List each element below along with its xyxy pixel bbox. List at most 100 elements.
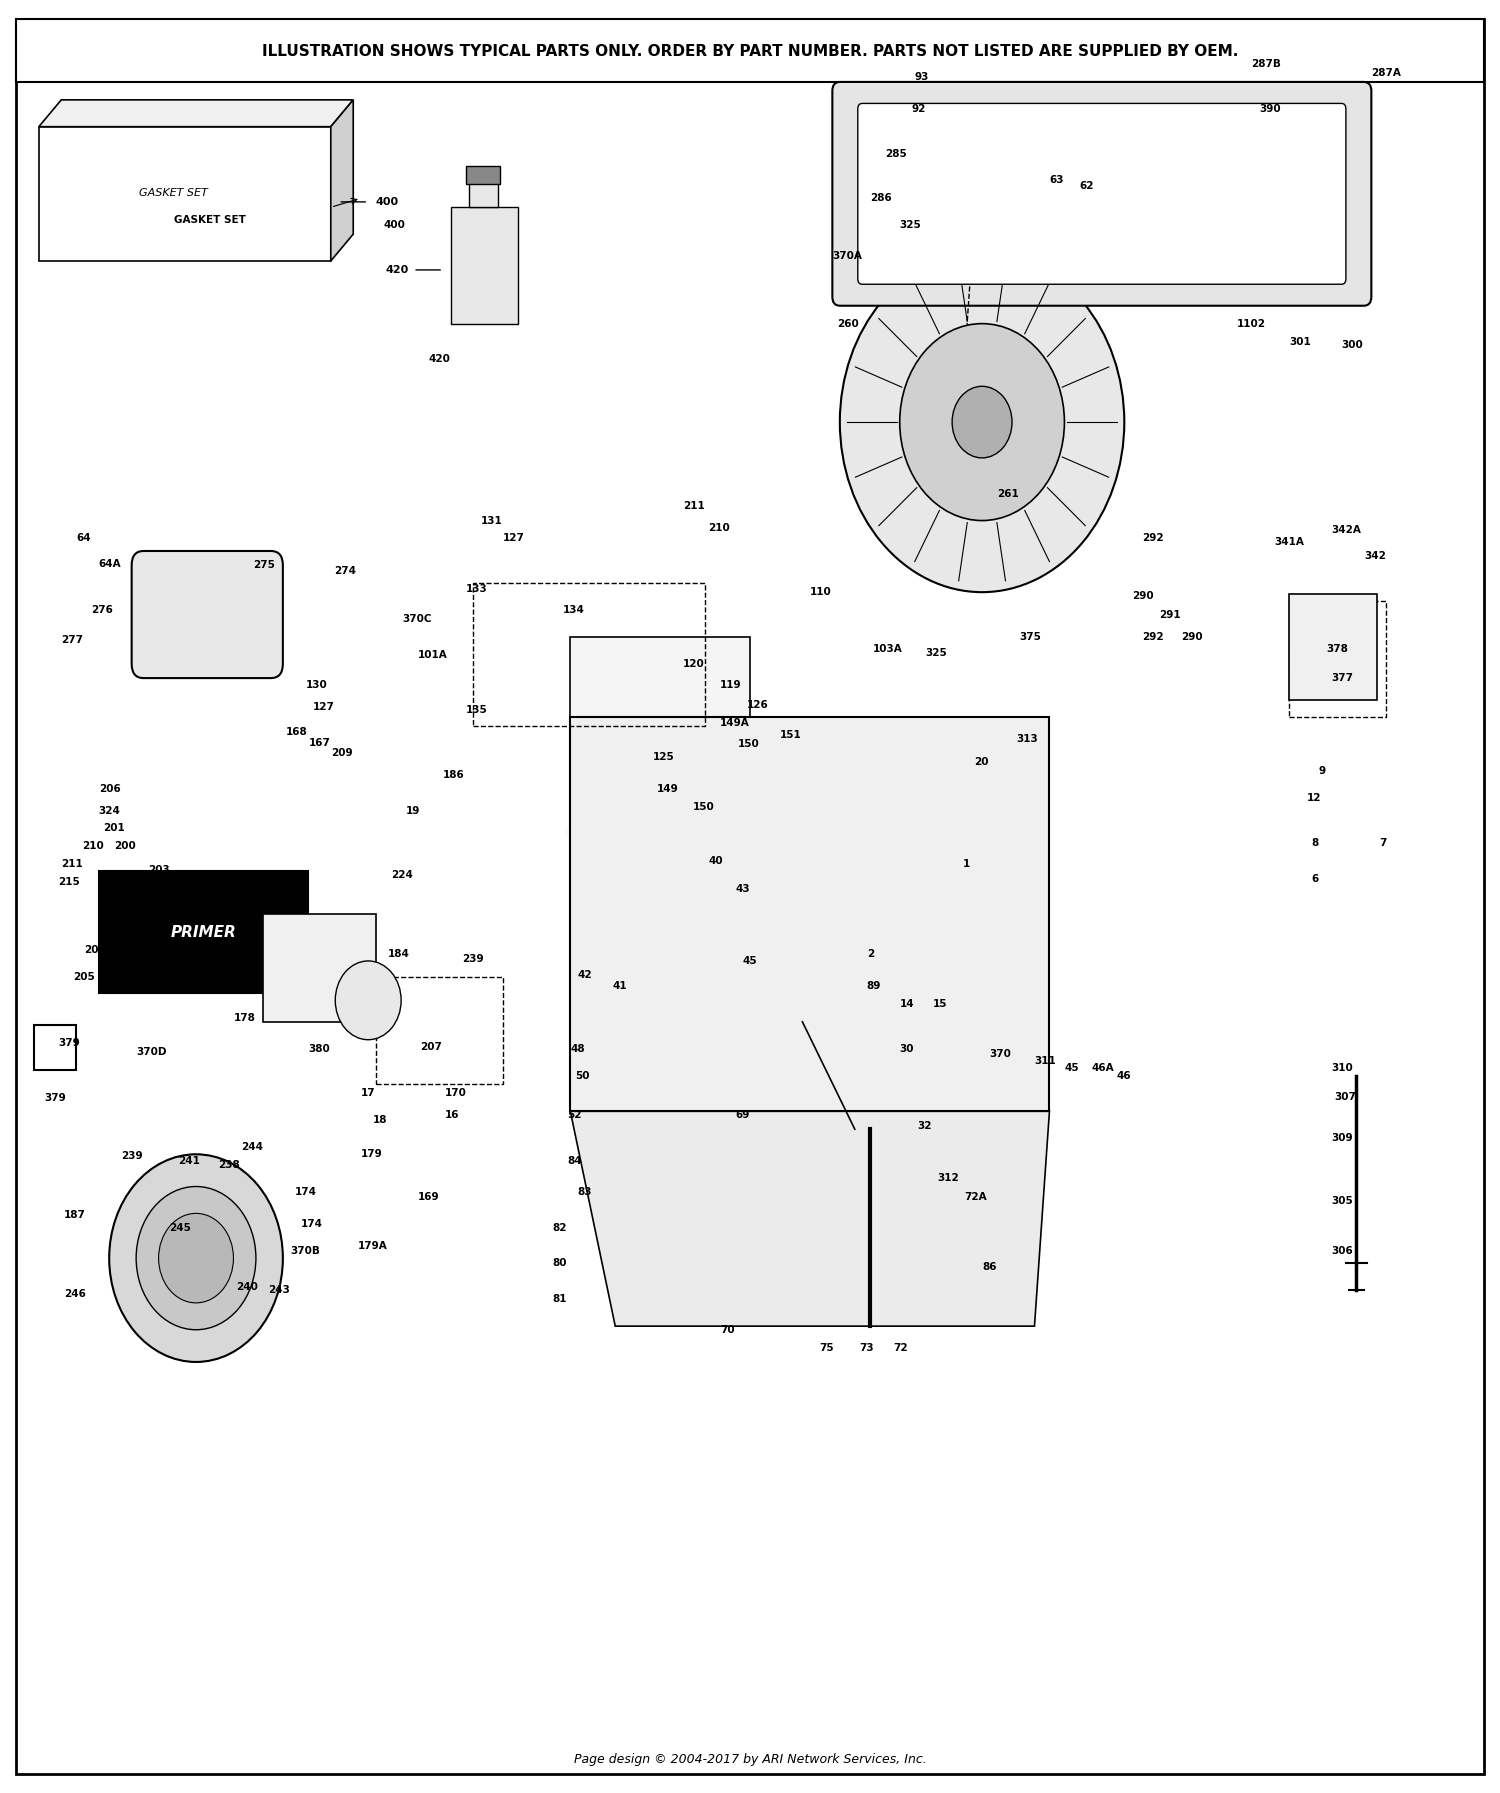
Text: 370A: 370A xyxy=(833,251,862,260)
Text: 206: 206 xyxy=(99,784,120,794)
Text: 14: 14 xyxy=(900,999,915,1009)
Text: 170: 170 xyxy=(444,1088,466,1099)
Text: 120: 120 xyxy=(682,658,705,669)
Text: 275: 275 xyxy=(254,559,274,570)
Text: Tecumseh
LAV50: Tecumseh LAV50 xyxy=(564,825,936,968)
Text: 9: 9 xyxy=(1318,766,1326,776)
Text: 290: 290 xyxy=(1180,631,1203,642)
Text: 202: 202 xyxy=(84,945,105,956)
Text: 292: 292 xyxy=(1143,631,1164,642)
Text: 400: 400 xyxy=(382,221,405,230)
Circle shape xyxy=(110,1155,284,1363)
Text: 378: 378 xyxy=(1326,644,1348,654)
Text: 17: 17 xyxy=(360,1088,375,1099)
Text: 127: 127 xyxy=(503,534,525,543)
Text: 325: 325 xyxy=(926,647,946,658)
FancyBboxPatch shape xyxy=(858,104,1346,285)
Circle shape xyxy=(136,1187,256,1330)
Text: 73: 73 xyxy=(859,1343,874,1352)
Text: 69: 69 xyxy=(735,1110,750,1121)
Text: PRIMER: PRIMER xyxy=(171,925,237,940)
Text: 285: 285 xyxy=(885,149,906,158)
Text: 6: 6 xyxy=(1311,873,1318,884)
Text: 101A: 101A xyxy=(417,649,447,660)
Text: 40: 40 xyxy=(708,855,723,866)
Text: 167: 167 xyxy=(309,737,330,748)
Text: 52: 52 xyxy=(567,1110,582,1121)
Text: ILLUSTRATION SHOWS TYPICAL PARTS ONLY. ORDER BY PART NUMBER. PARTS NOT LISTED AR: ILLUSTRATION SHOWS TYPICAL PARTS ONLY. O… xyxy=(262,45,1238,59)
Text: 209: 209 xyxy=(332,748,352,758)
Text: 178: 178 xyxy=(234,1013,255,1024)
Text: 179: 179 xyxy=(360,1149,382,1160)
Text: 380: 380 xyxy=(309,1044,330,1054)
Polygon shape xyxy=(39,100,352,127)
Text: 341A: 341A xyxy=(1274,538,1304,547)
Text: 125: 125 xyxy=(652,751,675,762)
Text: 379: 379 xyxy=(45,1094,66,1103)
Text: 201: 201 xyxy=(104,823,125,834)
Text: 342: 342 xyxy=(1364,552,1386,561)
Text: 70: 70 xyxy=(720,1325,735,1334)
Text: 205: 205 xyxy=(74,972,94,983)
Text: 291: 291 xyxy=(1158,610,1180,620)
Text: 92: 92 xyxy=(912,104,926,113)
Text: 110: 110 xyxy=(810,586,831,597)
Text: 277: 277 xyxy=(62,635,84,645)
Text: GASKET SET: GASKET SET xyxy=(140,188,208,197)
Text: 15: 15 xyxy=(933,999,946,1009)
Text: 370: 370 xyxy=(990,1049,1011,1060)
Text: 186: 186 xyxy=(442,769,465,780)
Text: 72: 72 xyxy=(894,1343,909,1352)
Text: 103A: 103A xyxy=(873,644,903,654)
Polygon shape xyxy=(570,717,1050,1112)
Text: 238: 238 xyxy=(219,1160,240,1171)
Text: 1: 1 xyxy=(963,859,970,870)
Text: 311: 311 xyxy=(1035,1056,1056,1067)
Text: 30: 30 xyxy=(900,1044,914,1054)
Text: 390: 390 xyxy=(1258,104,1281,113)
Text: 223: 223 xyxy=(129,927,150,938)
Text: 342A: 342A xyxy=(1330,525,1360,534)
Text: 134: 134 xyxy=(562,604,585,615)
Text: 203: 203 xyxy=(148,864,170,875)
Text: 313: 313 xyxy=(1017,733,1038,744)
Text: 292: 292 xyxy=(1143,534,1164,543)
FancyBboxPatch shape xyxy=(833,82,1371,307)
Text: 370D: 370D xyxy=(136,1047,166,1058)
Bar xyxy=(450,208,518,323)
Bar xyxy=(375,977,502,1085)
Bar xyxy=(1288,601,1386,717)
Text: 83: 83 xyxy=(578,1187,592,1198)
Text: 261: 261 xyxy=(998,489,1018,498)
Polygon shape xyxy=(570,1112,1050,1327)
Text: 210: 210 xyxy=(82,841,104,852)
Text: 420: 420 xyxy=(386,265,408,274)
Text: 93: 93 xyxy=(915,72,928,81)
Text: 307: 307 xyxy=(1334,1092,1356,1103)
Text: 7: 7 xyxy=(1378,837,1386,848)
Text: 377: 377 xyxy=(1330,672,1353,683)
Text: 32: 32 xyxy=(918,1121,932,1131)
Text: 64A: 64A xyxy=(99,558,122,568)
Text: 286: 286 xyxy=(870,194,891,203)
Text: 287B: 287B xyxy=(1251,59,1281,70)
Text: 179A: 179A xyxy=(357,1241,387,1250)
Text: 287A: 287A xyxy=(1371,68,1401,79)
Text: 126: 126 xyxy=(747,699,770,710)
Text: 72A: 72A xyxy=(964,1192,987,1203)
Text: 400: 400 xyxy=(375,197,399,206)
Text: 45: 45 xyxy=(1065,1063,1078,1074)
Text: 301: 301 xyxy=(1288,337,1311,346)
Bar xyxy=(472,583,705,726)
Text: 174: 174 xyxy=(296,1187,316,1198)
Text: 81: 81 xyxy=(552,1295,567,1304)
Text: 379: 379 xyxy=(58,1038,80,1049)
Text: 151: 151 xyxy=(780,730,801,741)
Text: 182: 182 xyxy=(211,945,232,956)
Text: 309: 309 xyxy=(1330,1133,1353,1144)
Text: 150: 150 xyxy=(693,801,715,812)
Text: 64: 64 xyxy=(76,534,92,543)
Text: 310: 310 xyxy=(1330,1063,1353,1074)
Text: 168: 168 xyxy=(286,726,308,737)
Circle shape xyxy=(900,323,1065,520)
